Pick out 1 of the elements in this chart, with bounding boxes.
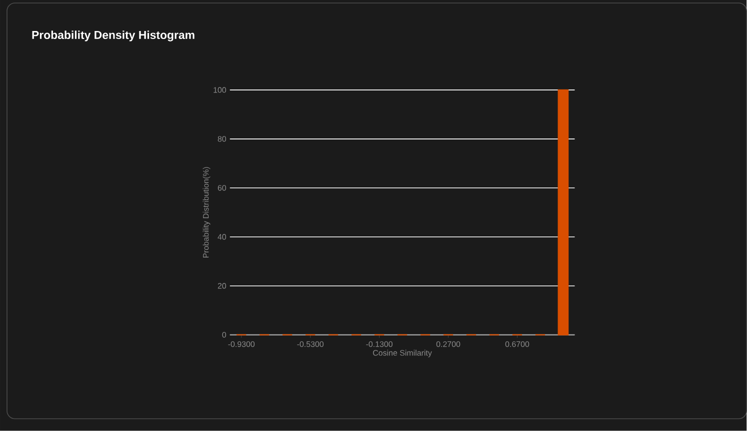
text: Probability Density Histogram: [32, 30, 194, 42]
